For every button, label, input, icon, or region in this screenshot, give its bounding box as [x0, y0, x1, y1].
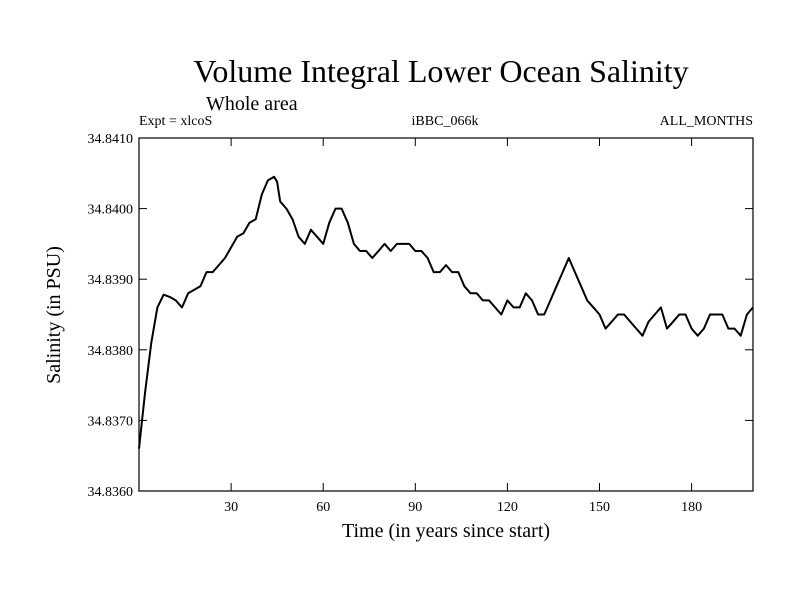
- y-tick-label: 34.8400: [88, 203, 134, 218]
- x-tick-label: 60: [316, 500, 330, 515]
- x-axis: 30 60 90 120 150 180: [224, 138, 702, 515]
- experiment-label: Expt = xlcoS: [139, 114, 212, 129]
- plot-frame: [138, 137, 754, 492]
- x-tick-label: 90: [408, 500, 422, 515]
- chart-title: Volume Integral Lower Ocean Salinity: [193, 53, 688, 89]
- x-tick-label: 150: [589, 500, 610, 515]
- y-axis-label: Salinity (in PSU): [43, 246, 65, 384]
- salinity-series-line: [138, 175, 754, 449]
- x-tick-label: 120: [497, 500, 518, 515]
- y-tick-label: 34.8360: [88, 485, 134, 500]
- y-tick-label: 34.8380: [88, 344, 134, 359]
- x-axis-label: Time (in years since start): [342, 520, 550, 542]
- y-tick-label: 34.8370: [88, 414, 134, 429]
- x-tick-label: 30: [224, 500, 238, 515]
- x-tick-label: 180: [681, 500, 702, 515]
- y-tick-label: 34.8410: [88, 132, 134, 147]
- y-tick-label: 34.8390: [88, 273, 134, 288]
- run-id-label: iBBC_066k: [412, 114, 479, 129]
- chart-subtitle: Whole area: [206, 93, 298, 115]
- y-axis: 34.8360 34.8370 34.8380 34.8390 34.8400 34.84…: [88, 132, 753, 500]
- months-label: ALL_MONTHS: [660, 114, 753, 129]
